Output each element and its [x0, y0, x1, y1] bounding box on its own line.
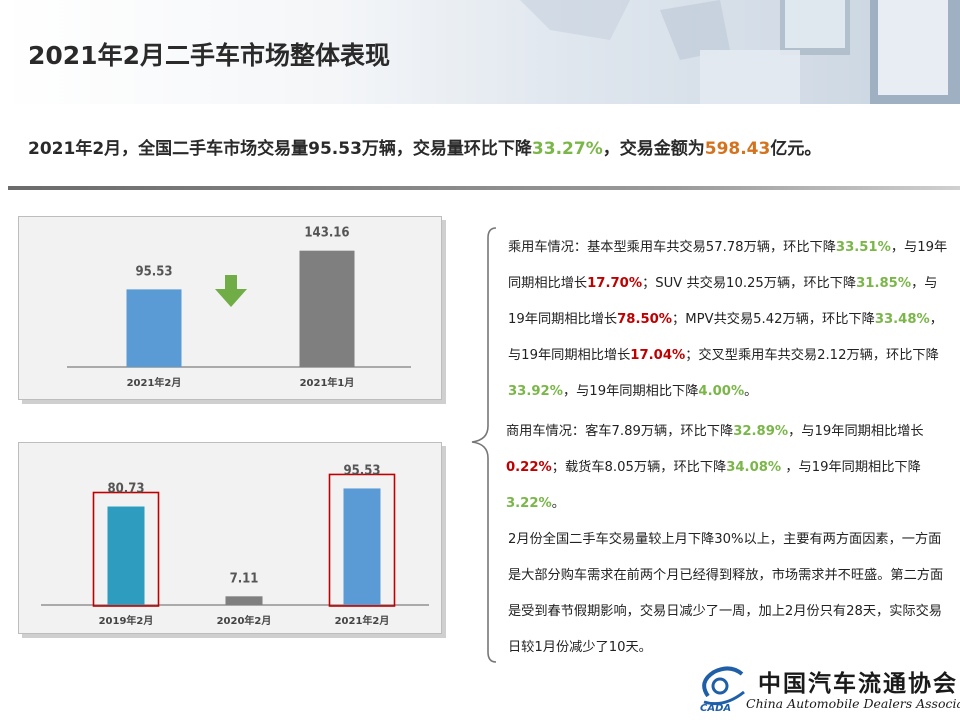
page-title: 2021年2月二手车市场整体表现 — [28, 41, 390, 70]
logo-name-en: China Automobile Dealers Association — [746, 696, 960, 711]
commercial-segment: 0.22% — [506, 460, 552, 475]
chart-mom-volume: 95.53 2021年2月 143.16 2021年1月 — [67, 226, 411, 389]
commercial-segment: ，与19年同期相比增长 — [788, 424, 924, 439]
passenger-segment: ，与19年同期相比下降 — [562, 384, 699, 399]
passenger-segment: ；SUV 共交易10.25万辆，环比下降 — [642, 276, 857, 291]
value-label: 7.11 — [230, 571, 259, 586]
value-label: 80.73 — [108, 482, 145, 497]
summary-suffix: 亿元。 — [770, 139, 822, 159]
summary-line: 2021年2月，全国二手车市场交易量95.53万辆，交易量环比下降33.27%，… — [28, 134, 948, 159]
summary-prefix: 2021年2月，全国二手车市场交易量95.53万辆，交易量环比下降 — [28, 139, 532, 159]
passenger-segment: 78.50% — [617, 312, 673, 327]
bar-2019年2月 — [107, 506, 145, 605]
bar-2021年2月 — [126, 289, 182, 367]
category-label: 2019年2月 — [99, 614, 154, 627]
passenger-segment: 31.85% — [856, 276, 912, 291]
summary-mom-decline: 33.27% — [531, 139, 603, 159]
header-banner: 2021年2月二手车市场整体表现 — [0, 0, 960, 104]
category-label: 2020年2月 — [217, 614, 272, 627]
passenger-segment: 33.51% — [835, 240, 891, 255]
chart-yoy-volume: 80.73 2019年2月 7.11 2020年2月 95.53 2021年2月 — [41, 463, 429, 627]
header-decoration — [520, 0, 960, 104]
category-label: 2021年2月 — [335, 614, 390, 627]
summary-middle: ，交易金额为 — [602, 139, 705, 159]
brace-bracket — [471, 227, 497, 663]
passenger-segment: ；交叉型乘用车共交易2.12万辆，环比下降 — [685, 348, 939, 363]
commercial-segment: 34.08% — [726, 460, 782, 475]
note-analysis: 2月份全国二手车交易量较上月下降30%以上，主要有两方面因素，一方面是大部分购车… — [508, 532, 944, 655]
bar-2021年1月 — [299, 250, 355, 367]
logo-abbr: CADA — [700, 703, 731, 712]
chart-panel-yoy: 80.73 2019年2月 7.11 2020年2月 95.53 2021年2月 — [18, 442, 442, 634]
bar-2021年2月 — [343, 488, 381, 605]
commercial-segment: 。 — [551, 496, 565, 511]
passenger-segment: 33.48% — [874, 312, 930, 327]
value-label: 143.16 — [304, 226, 349, 241]
summary-amount: 598.43 — [704, 139, 771, 159]
highlight-box — [328, 473, 396, 607]
note-passenger: 乘用车情况：基本型乘用车共交易57.78万辆，环比下降33.51%，与19年同期… — [508, 230, 948, 410]
commercial-segment: 3.22% — [506, 496, 552, 511]
passenger-segment: 乘用车情况：基本型乘用车共交易57.78万辆，环比下降 — [508, 240, 836, 255]
passenger-segment: 17.70% — [587, 276, 643, 291]
commercial-segment: 商用车情况：客车7.89万辆，环比下降 — [506, 424, 734, 439]
category-label: 2021年2月 — [127, 376, 182, 389]
commercial-segment: ，与19年同期相比下降 — [781, 460, 921, 475]
passenger-segment: 33.92% — [508, 384, 563, 399]
value-label: 95.53 — [136, 264, 173, 279]
passenger-segment: ；MPV共交易5.42万辆，环比下降 — [672, 312, 875, 327]
highlight-box — [92, 491, 160, 607]
notes-panel: 乘用车情况：基本型乘用车共交易57.78万辆，环比下降33.51%，与19年同期… — [506, 230, 948, 666]
passenger-segment: ，与19年同期相比增长 — [508, 312, 943, 363]
divider-rule — [8, 186, 960, 190]
cada-logo-icon: CADA — [700, 666, 745, 712]
down-arrow-icon — [215, 275, 247, 307]
passenger-segment: ，与19年同期相比增长 — [508, 240, 948, 291]
chart-panel-mom: 95.53 2021年2月 143.16 2021年1月 — [18, 216, 442, 400]
value-label: 95.53 — [344, 463, 381, 478]
bar-2020年2月 — [225, 596, 263, 605]
commercial-segment: ；载货车8.05万辆，环比下降 — [551, 460, 727, 475]
passenger-segment: ，与19年同期相比增长 — [508, 276, 938, 327]
logo-name-cn: 中国汽车流通协会 — [758, 670, 958, 697]
passenger-segment: 17.04% — [630, 348, 686, 363]
passenger-segment: 。 — [744, 384, 758, 399]
note-commercial: 商用车情况：客车7.89万辆，环比下降32.89%，与19年同期相比增长 0.22… — [506, 414, 948, 522]
category-label: 2021年1月 — [300, 376, 355, 389]
commercial-segment: 32.89% — [733, 424, 789, 439]
passenger-segment: 4.00% — [698, 384, 745, 399]
